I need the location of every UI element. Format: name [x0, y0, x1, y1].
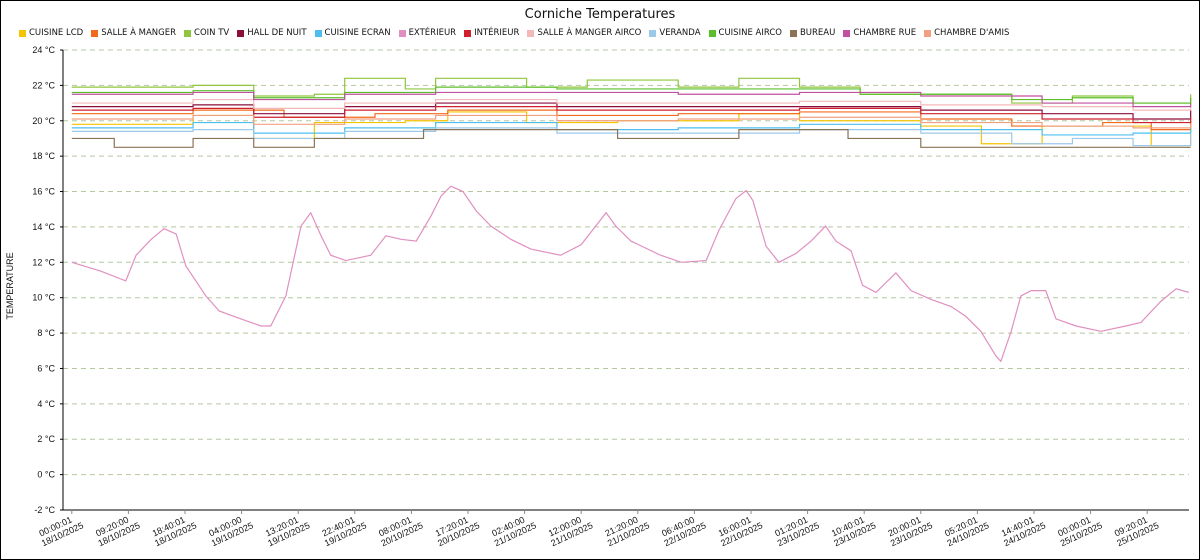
- y-tick-label: 16 °C: [32, 187, 55, 197]
- legend-item[interactable]: Cuisine airco: [708, 28, 782, 38]
- y-tick-label: 4 °C: [37, 399, 55, 409]
- x-tick-label: 20:00:0123/10/2025: [885, 511, 934, 548]
- y-tick-label: -2 °C: [34, 505, 55, 515]
- x-tick-label: 17:20:0120/10/2025: [432, 511, 481, 548]
- series-line-int-rieur: [71, 106, 1192, 124]
- legend-item[interactable]: Hall de nuit: [237, 28, 307, 38]
- legend-label: Salle à manger airco: [537, 28, 642, 38]
- x-tick-label: 10:40:0123/10/2025: [828, 511, 877, 548]
- x-tick-label: 21:20:0021/10/2025: [602, 511, 651, 548]
- legend-item[interactable]: Cuisine Ecran: [314, 28, 391, 38]
- legend-label: Cuisine Ecran: [324, 28, 391, 38]
- legend-swatch: [184, 29, 192, 37]
- legend: Cuisine LCD Salle à manger Coin TV Hall de …: [19, 28, 1009, 38]
- series-line-cuisine-lcd: [71, 111, 1192, 147]
- legend-item[interactable]: Cuisine LCD: [19, 28, 83, 38]
- series-line-hall-de-nuit: [71, 102, 1192, 120]
- x-tick-label: 13:20:0119/10/2025: [262, 511, 311, 548]
- x-tick-label: 12:00:0021/10/2025: [545, 511, 594, 548]
- x-tick-label: 04:00:0019/10/2025: [205, 511, 254, 548]
- legend-swatch: [924, 29, 932, 37]
- x-tick-label: 22:40:0119/10/2025: [319, 511, 368, 548]
- legend-label: Veranda: [659, 28, 701, 38]
- legend-item[interactable]: Salle à manger: [91, 28, 176, 38]
- y-tick-label: 20 °C: [32, 116, 55, 126]
- legend-label: Intérieur: [474, 28, 520, 38]
- y-tick-label: 18 °C: [32, 151, 55, 161]
- y-tick-label: 24 °C: [32, 45, 55, 55]
- legend-swatch: [527, 29, 535, 37]
- legend-swatch: [398, 29, 406, 37]
- legend-swatch: [464, 29, 472, 37]
- legend-label: Bureau: [799, 28, 836, 38]
- legend-label: Coin TV: [194, 28, 230, 38]
- x-tick-label: 05:20:0124/10/2025: [941, 511, 990, 548]
- legend-label: Cuisine LCD: [29, 28, 84, 38]
- legend-swatch: [789, 29, 797, 37]
- x-tick-label: 02:40:0021/10/2025: [488, 511, 537, 548]
- chart-title: Corniche Temperatures: [524, 7, 676, 22]
- x-tick-label: 00:00:0125/10/2025: [1054, 511, 1103, 548]
- x-tick-label: 18:40:0118/10/2025: [149, 511, 198, 548]
- y-tick-label: 2 °C: [37, 434, 55, 444]
- legend-label: Extérieur: [408, 28, 457, 38]
- y-axis-label: TEMPERATURE: [5, 252, 15, 319]
- series-line-chambre-rue: [71, 91, 1192, 108]
- legend-label: Salle à manger: [101, 28, 177, 38]
- legend-swatch: [314, 29, 322, 37]
- legend-item[interactable]: Veranda: [649, 28, 701, 38]
- legend-label: Chambre rue: [853, 28, 917, 38]
- x-tick-label: 08:00:0120/10/2025: [375, 511, 424, 548]
- series-line-veranda: [71, 127, 1192, 147]
- y-tick-label: 10 °C: [32, 293, 55, 303]
- legend-item[interactable]: Salle à manger airco: [527, 28, 641, 38]
- x-tick-label: 09:20:0018/10/2025: [92, 511, 141, 548]
- x-tick-label: 00:00:0118/10/2025: [36, 511, 85, 548]
- legend-swatch: [843, 29, 851, 37]
- legend-label: Cuisine airco: [718, 28, 782, 38]
- legend-swatch: [237, 29, 245, 37]
- legend-item[interactable]: Bureau: [789, 28, 836, 38]
- series-line-bureau: [71, 129, 1191, 148]
- y-tick-label: 8 °C: [37, 328, 55, 338]
- legend-swatch: [649, 29, 657, 37]
- series-line-salle-manger: [71, 109, 1192, 131]
- series-line-ext-rieur: [71, 185, 1190, 363]
- legend-label: Hall de nuit: [247, 28, 307, 38]
- legend-item[interactable]: Extérieur: [398, 28, 457, 38]
- y-tick-label: 12 °C: [32, 257, 55, 267]
- x-tick-label: 06:40:0022/10/2025: [658, 511, 707, 548]
- legend-swatch: [708, 29, 716, 37]
- y-tick-label: 14 °C: [32, 222, 55, 232]
- y-tick-label: 22 °C: [32, 80, 55, 90]
- x-tick-label: 01:20:0123/10/2025: [771, 511, 820, 548]
- legend-item[interactable]: Intérieur: [464, 28, 519, 38]
- y-tick-label: 0 °C: [37, 470, 55, 480]
- legend-swatch: [91, 29, 99, 37]
- legend-label: Chambre d'amis: [934, 28, 1010, 38]
- series-line-cuisine-airco: [71, 86, 1192, 104]
- series-line-salle-manger-airco: [71, 98, 1192, 111]
- series-line-chambre-d-amis: [71, 114, 1192, 129]
- x-tick-label: 14:40:0124/10/2025: [998, 511, 1047, 548]
- series-line-coin-tv: [71, 77, 1192, 104]
- legend-swatch: [19, 29, 26, 37]
- legend-item[interactable]: Chambre d'amis: [924, 28, 1009, 38]
- y-tick-label: 6 °C: [37, 363, 55, 373]
- legend-item[interactable]: Coin TV: [184, 28, 229, 38]
- x-tick-label: 16:00:0122/10/2025: [715, 511, 764, 548]
- x-tick-label: 09:20:0125/10/2025: [1111, 511, 1160, 548]
- legend-item[interactable]: Chambre rue: [843, 28, 916, 38]
